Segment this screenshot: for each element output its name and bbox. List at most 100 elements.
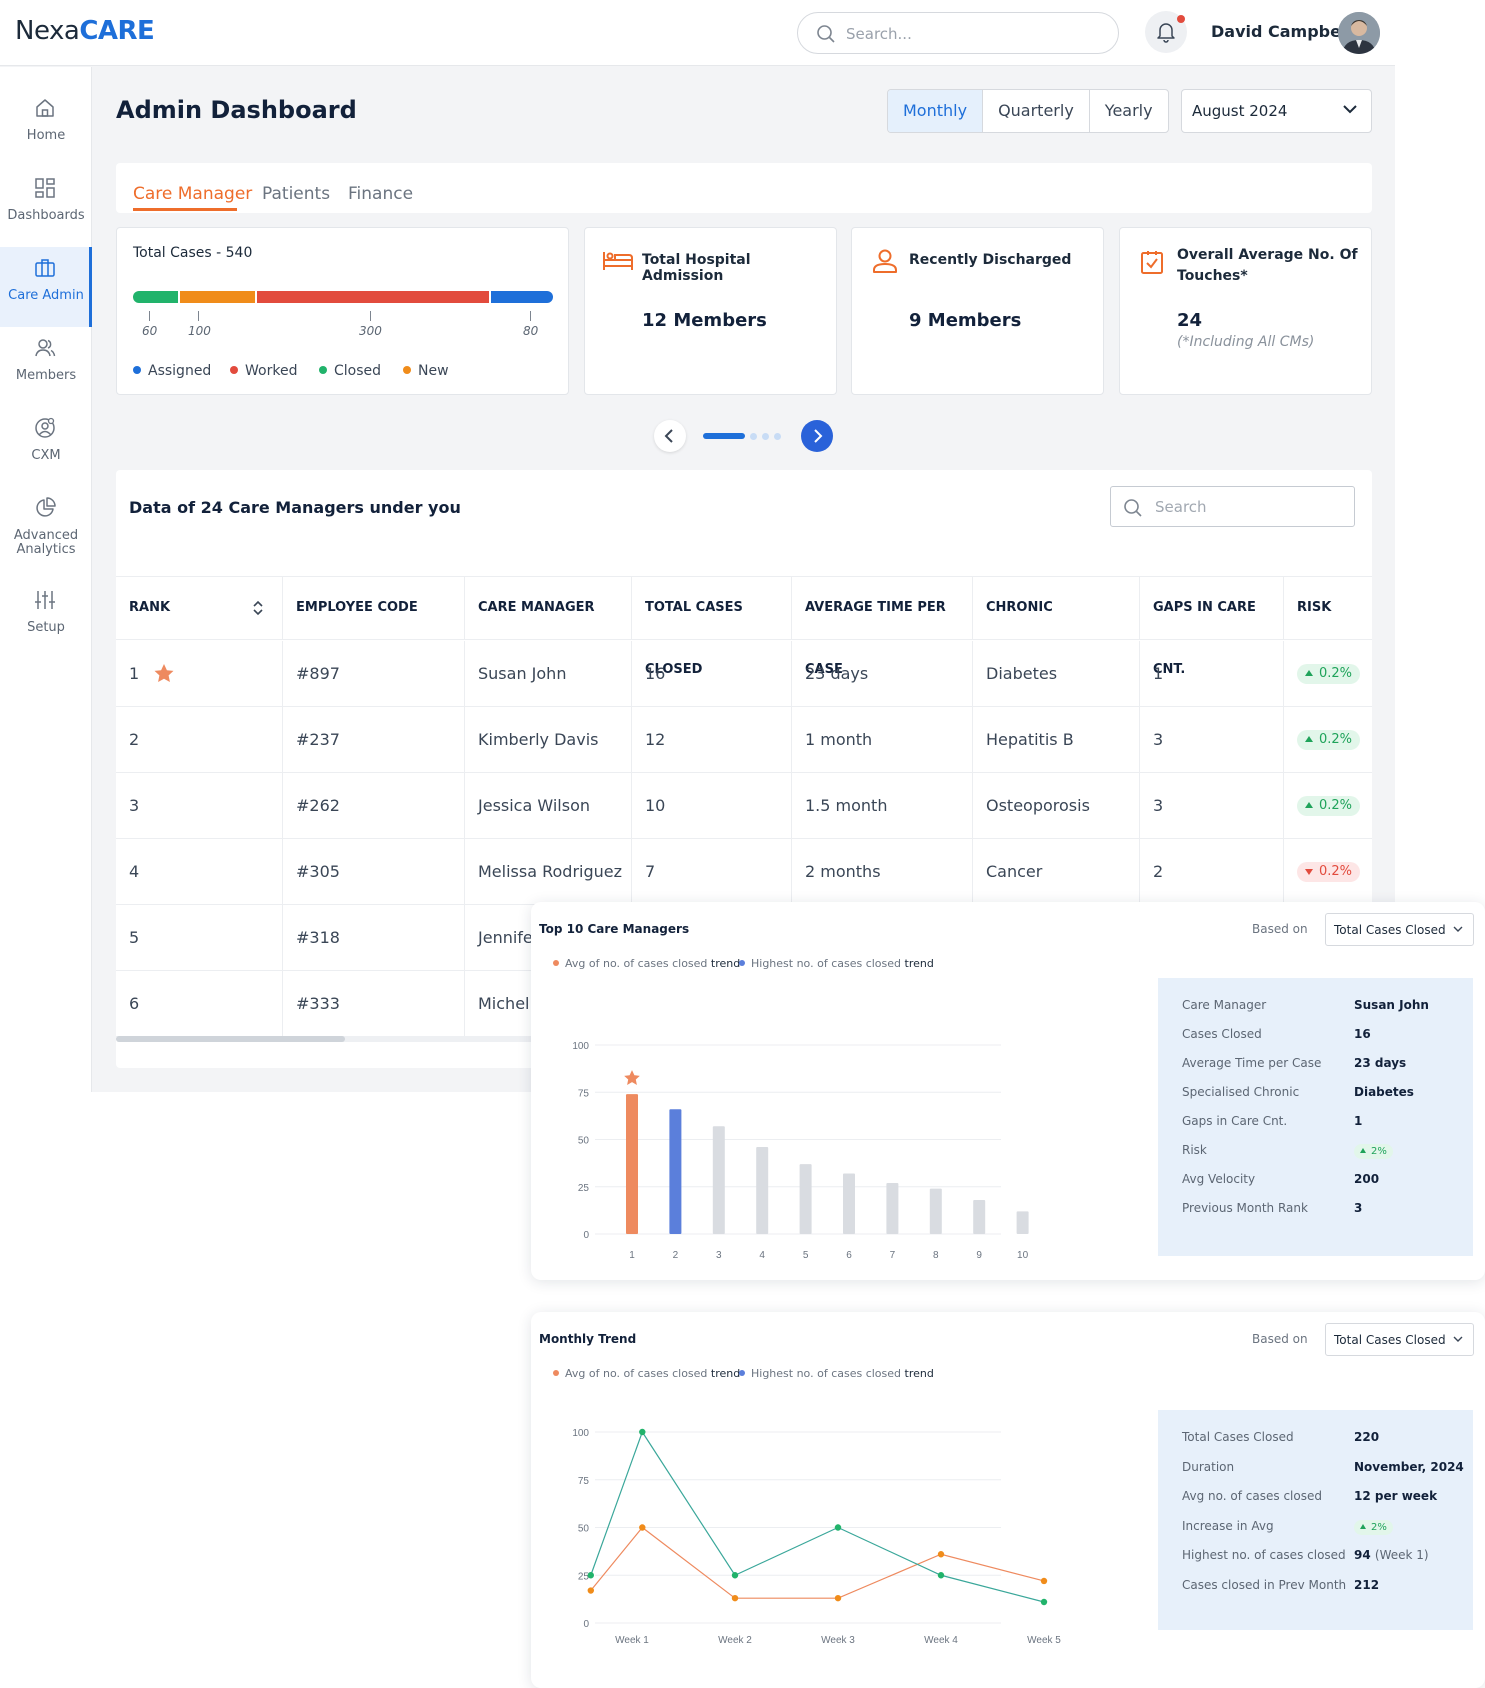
top-care-managers-panel: Top 10 Care Managers Based on Total Case… xyxy=(531,902,1485,1280)
segment-tick xyxy=(149,311,150,321)
table-search-input[interactable]: Search xyxy=(1110,486,1355,527)
cell-code: #333 xyxy=(283,971,465,1036)
pie-chart-icon xyxy=(36,497,56,517)
cell-gaps: 3 xyxy=(1140,773,1284,838)
sidebar-item-advanced-analytics[interactable]: Advanced Analytics xyxy=(0,487,92,583)
cell-avg: 1 month xyxy=(792,707,973,772)
sidebar-item-label: Dashboards xyxy=(7,208,85,223)
carousel-prev-button[interactable] xyxy=(654,420,686,452)
detail-label: Risk xyxy=(1182,1143,1207,1157)
detail-label: Cases Closed xyxy=(1182,1027,1262,1041)
detail-label: Highest no. of cases closed xyxy=(1182,1548,1346,1562)
sidebar-item-home[interactable]: Home xyxy=(0,87,92,167)
sidebar-item-members[interactable]: Members xyxy=(0,327,92,407)
carousel-active-indicator[interactable] xyxy=(703,433,745,439)
user-name[interactable]: David Campbell xyxy=(1211,22,1352,41)
increase-badge: 2% xyxy=(1354,1519,1393,1535)
period-quarterly-button[interactable]: Quarterly xyxy=(983,90,1090,132)
recently-discharged-value: 9 Members xyxy=(909,310,1022,331)
sort-icon[interactable] xyxy=(252,599,264,617)
period-monthly-button[interactable]: Monthly xyxy=(888,90,984,132)
cell-chronic: Cancer xyxy=(973,839,1140,904)
sliders-icon xyxy=(35,591,55,609)
top10-metric-select[interactable]: Total Cases Closed xyxy=(1325,913,1474,946)
arrow-up-icon xyxy=(1360,1148,1366,1153)
bar xyxy=(712,1126,725,1234)
carousel-dot[interactable] xyxy=(762,433,769,440)
y-tick-label: 75 xyxy=(578,1476,590,1487)
bar xyxy=(973,1199,986,1234)
nexacare-logo[interactable]: NexaCARE xyxy=(15,16,155,46)
cell-chronic: Osteoporosis xyxy=(973,773,1140,838)
y-tick-label: 75 xyxy=(578,1088,590,1099)
segment-assigned[interactable] xyxy=(490,291,553,303)
cell-code: #318 xyxy=(283,905,465,970)
cell-rank: 4 xyxy=(116,839,283,904)
y-tick-label: 50 xyxy=(578,1524,590,1535)
detail-value: Susan John xyxy=(1354,998,1429,1012)
segment-closed[interactable] xyxy=(133,291,180,303)
risk-badge: 0.2% xyxy=(1297,730,1361,750)
cell-name: Melissa Rodriguez xyxy=(465,839,632,904)
tab-patients[interactable]: Patients xyxy=(262,184,331,204)
segment-worked[interactable] xyxy=(257,291,491,303)
star-icon xyxy=(624,1070,640,1085)
x-tick-label: 3 xyxy=(716,1250,722,1261)
column-header-rank[interactable]: RANK xyxy=(116,577,283,639)
x-tick-label: 2 xyxy=(673,1250,679,1261)
sidebar-item-setup[interactable]: Setup xyxy=(0,579,92,659)
table-search-placeholder: Search xyxy=(1155,498,1207,516)
hospital-admission-card[interactable]: Total Hospital Admission 12 Members xyxy=(584,227,837,395)
average-touches-value: 24 xyxy=(1177,310,1203,331)
monthly-trend-line-chart: 0 25 50 75 100 Week 1 Week 2 Week 3 Week 4 Week 5 xyxy=(572,1428,1061,1646)
segment-tick-label: 80 xyxy=(523,324,539,338)
home-icon xyxy=(36,99,54,117)
x-tick-label: Week 5 xyxy=(1027,1635,1061,1646)
user-avatar[interactable] xyxy=(1338,12,1380,54)
period-yearly-button[interactable]: Yearly xyxy=(1104,101,1153,120)
chevron-left-icon xyxy=(664,429,673,443)
notifications-button[interactable] xyxy=(1145,11,1187,53)
tab-care-manager[interactable]: Care Manager xyxy=(133,184,253,204)
cell-gaps: 3 xyxy=(1140,707,1284,772)
average-touches-title: Overall Average No. Of xyxy=(1177,247,1358,263)
detail-row: Average Time per Case 23 days xyxy=(1158,1053,1473,1073)
column-header-average-time: AVERAGE TIME PER CASE xyxy=(792,577,973,677)
monthly-trend-panel: Monthly Trend Based on Total Cases Close… xyxy=(531,1312,1485,1688)
total-cases-card: Total Cases - 540 60 100 300 80 Assigned… xyxy=(116,227,569,395)
x-tick-label: 1 xyxy=(629,1250,635,1261)
y-tick-label: 100 xyxy=(572,1428,589,1439)
bar xyxy=(886,1182,899,1234)
carousel-next-button[interactable] xyxy=(801,420,833,452)
detail-row: Gaps in Care Cnt. 1 xyxy=(1158,1111,1473,1131)
cell-name: Susan John xyxy=(465,641,632,706)
tab-finance[interactable]: Finance xyxy=(348,184,414,204)
x-tick-label: Week 2 xyxy=(718,1635,752,1646)
average-touches-card[interactable]: Overall Average No. Of Touches* 24 (*Inc… xyxy=(1119,227,1372,395)
table-row[interactable]: 3 #262 Jessica Wilson 10 1.5 month Osteoporos… xyxy=(116,773,1372,839)
carousel-dot[interactable] xyxy=(774,433,781,440)
x-tick-label: 8 xyxy=(933,1250,939,1261)
scrollbar-thumb[interactable] xyxy=(116,1036,345,1042)
detail-label: Duration xyxy=(1182,1459,1235,1474)
sidebar-item-care-admin[interactable]: Care Admin xyxy=(0,247,92,327)
bar xyxy=(756,1147,769,1234)
table-row[interactable]: 1 #897 Susan John 16 23 days Diabetes 1 0.2% xyxy=(116,641,1372,707)
clipboard-check-icon xyxy=(1141,251,1163,274)
table-row[interactable]: 4 #305 Melissa Rodriguez 7 2 months Cancer 2 0.… xyxy=(116,839,1372,905)
detail-value: 12 per week xyxy=(1354,1489,1438,1503)
sidebar-item-dashboards[interactable]: Dashboards xyxy=(0,167,92,247)
global-search-input[interactable]: Search... xyxy=(797,12,1119,54)
active-tab-indicator xyxy=(133,208,237,211)
segment-new[interactable] xyxy=(179,291,258,303)
dashboards-icon xyxy=(35,178,55,198)
average-touches-title-line2: Touches* xyxy=(1177,268,1248,284)
carousel-dot[interactable] xyxy=(750,433,757,440)
month-select[interactable]: August 2024 xyxy=(1181,89,1372,133)
trend-metric-select[interactable]: Total Cases Closed xyxy=(1325,1323,1474,1356)
recently-discharged-card[interactable]: Recently Discharged 9 Members xyxy=(851,227,1104,395)
sidebar-item-label: Members xyxy=(15,368,77,383)
sidebar-item-cxm[interactable]: CXM xyxy=(0,407,92,487)
detail-label: Specialised Chronic xyxy=(1182,1085,1300,1099)
